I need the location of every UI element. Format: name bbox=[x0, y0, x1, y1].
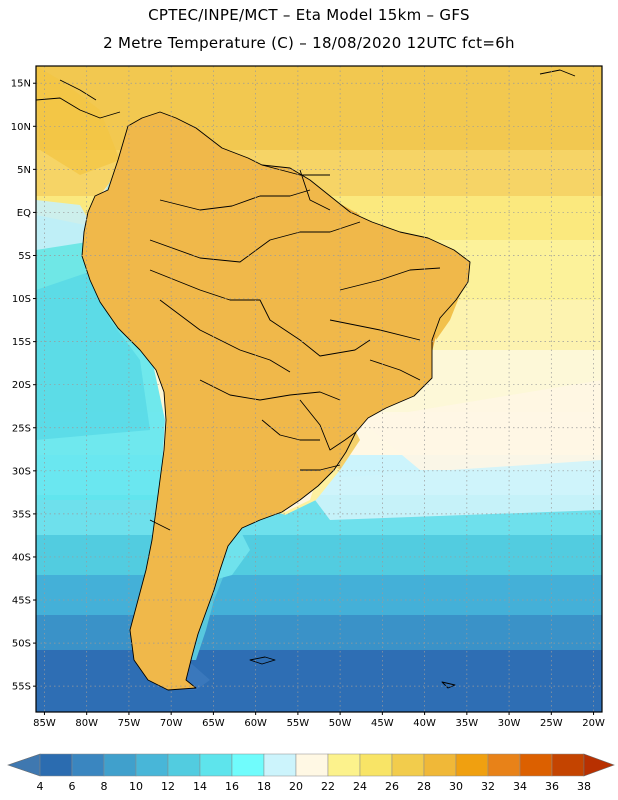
longitude-label: 40W bbox=[413, 718, 436, 729]
latitude-label: 40S bbox=[12, 552, 31, 563]
colorbar-label: 22 bbox=[321, 780, 335, 793]
colorbar-label: 8 bbox=[101, 780, 108, 793]
longitude-label: 75W bbox=[118, 718, 141, 729]
longitude-label: 35W bbox=[456, 718, 479, 729]
latitude-label: 45S bbox=[12, 596, 31, 607]
colorbar-swatch bbox=[295, 753, 329, 777]
longitude-label: 25W bbox=[540, 718, 563, 729]
map-title-line-2: 2 Metre Temperature (C) – 18/08/2020 12U… bbox=[103, 34, 515, 52]
political-borders bbox=[35, 69, 576, 691]
colorbar-label: 20 bbox=[289, 780, 303, 793]
colorbar-swatch bbox=[327, 753, 361, 777]
latitude-label: 30S bbox=[12, 466, 31, 477]
latitude-label: 10S bbox=[12, 294, 31, 305]
colorbar-swatch bbox=[519, 753, 553, 777]
colorbar-label: 28 bbox=[417, 780, 431, 793]
colorbar-swatch bbox=[551, 753, 585, 777]
longitude-label: 60W bbox=[244, 718, 267, 729]
longitude-label: 70W bbox=[160, 718, 183, 729]
colorbar-swatch bbox=[423, 753, 457, 777]
colorbar-label: 16 bbox=[225, 780, 239, 793]
colorbar-label: 6 bbox=[69, 780, 76, 793]
colorbar-label: 12 bbox=[161, 780, 175, 793]
latitude-label: 50S bbox=[12, 639, 31, 650]
colorbar-swatch bbox=[455, 753, 489, 777]
colorbar-label: 32 bbox=[481, 780, 495, 793]
longitude-label: 20W bbox=[582, 718, 605, 729]
longitude-label: 45W bbox=[371, 718, 394, 729]
longitude-label: 85W bbox=[33, 718, 56, 729]
colorbar-label: 30 bbox=[449, 780, 463, 793]
longitude-label: 30W bbox=[498, 718, 521, 729]
colorbar-swatch bbox=[359, 753, 393, 777]
latitude-label: 15S bbox=[12, 337, 31, 348]
longitude-label: 65W bbox=[202, 718, 225, 729]
colorbar-swatch bbox=[487, 753, 521, 777]
colorbar-swatch bbox=[135, 753, 169, 777]
colorbar-label: 4 bbox=[37, 780, 44, 793]
colorbar-arrow-low bbox=[7, 753, 41, 777]
latitude-label: 5N bbox=[17, 165, 31, 176]
latitude-label: 55S bbox=[12, 682, 31, 693]
colorbar-swatch bbox=[391, 753, 425, 777]
colorbar-label: 24 bbox=[353, 780, 367, 793]
latitude-label: EQ bbox=[17, 208, 31, 219]
latitude-label: 25S bbox=[12, 423, 31, 434]
colorbar-swatch bbox=[39, 753, 73, 777]
latitude-label: 35S bbox=[12, 509, 31, 520]
colorbar-label: 36 bbox=[545, 780, 559, 793]
colorbar-swatch bbox=[199, 753, 233, 777]
longitude-label: 80W bbox=[75, 718, 98, 729]
band-13 bbox=[36, 575, 602, 620]
colorbar: 4 6 8 10 12 14 16 18 20 22 24 26 28 30 32 34 36 38 bbox=[7, 753, 615, 793]
latitude-label: 15N bbox=[11, 79, 31, 90]
latitude-label: 5S bbox=[18, 251, 31, 262]
colorbar-swatch bbox=[71, 753, 105, 777]
band-15 bbox=[36, 535, 602, 580]
map-title-line-1: CPTEC/INPE/MCT – Eta Model 15km – GFS bbox=[148, 6, 470, 24]
colorbar-label: 38 bbox=[577, 780, 591, 793]
band-8 bbox=[36, 650, 602, 712]
plot-frame bbox=[35, 65, 603, 713]
longitude-label: 50W bbox=[329, 718, 352, 729]
colorbar-swatch bbox=[167, 753, 201, 777]
longitude-axis: 85W 80W 75W 70W 65W 60W 55W 50W 45W 40W 35W 30W 25W 2… bbox=[33, 712, 605, 729]
longitude-label: 55W bbox=[287, 718, 310, 729]
colorbar-label: 26 bbox=[385, 780, 399, 793]
latitude-axis: 15N 10N 5N EQ 5S 10S 15S 20S 25S 30S 35S 40S 45S 50S 5… bbox=[11, 79, 36, 693]
colorbar-swatch bbox=[263, 753, 297, 777]
colorbar-swatch bbox=[231, 753, 265, 777]
colorbar-arrow-high bbox=[583, 753, 615, 777]
colorbar-label: 34 bbox=[513, 780, 527, 793]
latitude-label: 20S bbox=[12, 380, 31, 391]
colorbar-label: 14 bbox=[193, 780, 207, 793]
colorbar-label: 10 bbox=[129, 780, 143, 793]
latitude-label: 10N bbox=[11, 122, 31, 133]
band-11 bbox=[36, 615, 602, 655]
colorbar-label: 18 bbox=[257, 780, 271, 793]
colorbar-swatch bbox=[103, 753, 137, 777]
